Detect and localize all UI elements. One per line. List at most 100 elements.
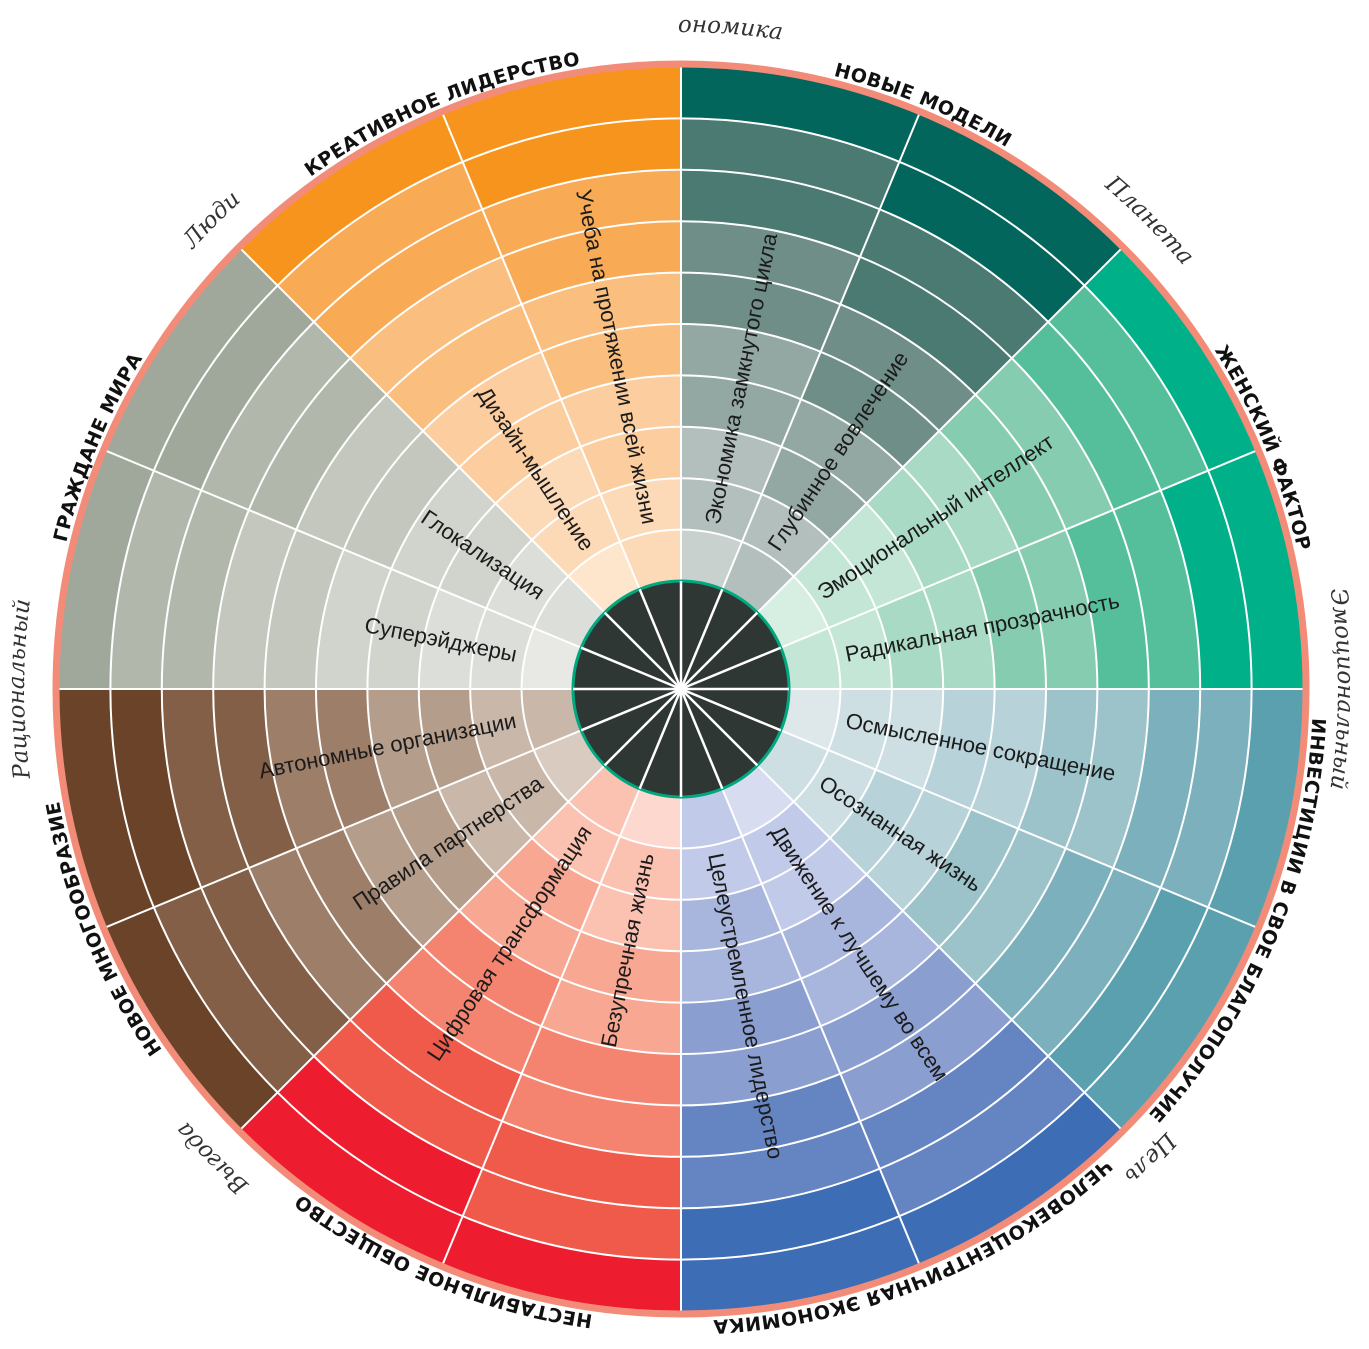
ring-segment — [248, 848, 387, 1020]
axis-label: Люди — [177, 186, 245, 254]
ring-segment — [560, 931, 681, 1003]
axis-label: Эмоциональный — [1325, 587, 1359, 792]
ring-segment — [316, 549, 392, 689]
ring-segment — [316, 689, 392, 829]
ring-segment — [681, 1168, 900, 1260]
axis-label: Цель — [1119, 1127, 1181, 1189]
ring-segment — [1048, 887, 1209, 1093]
ring-segment — [801, 351, 940, 468]
axis-label: Я/мы экономика — [0, 0, 785, 46]
ring-segment — [367, 689, 439, 810]
ring-segment — [600, 836, 681, 900]
ring-segment — [495, 446, 601, 540]
ring-segment — [521, 272, 681, 352]
ring-segment — [899, 114, 1121, 286]
ring-segment — [541, 324, 681, 400]
ring-segment — [1208, 450, 1303, 689]
ring-segment — [241, 1092, 463, 1264]
ring-segment — [975, 848, 1114, 1020]
ring-segment — [620, 788, 681, 849]
ring-segment — [533, 730, 605, 802]
ring-segment — [741, 801, 831, 884]
ring-segment — [422, 351, 561, 468]
ring-segment — [939, 828, 1066, 984]
ring-segment — [59, 689, 154, 928]
ring-segment — [110, 689, 202, 908]
ring-segment — [459, 874, 581, 979]
core-divider — [638, 588, 683, 690]
ring-segment — [386, 947, 542, 1074]
ring-segment — [681, 883, 782, 952]
ring-segment — [418, 689, 487, 790]
ring-segment — [793, 749, 876, 839]
ring-segment — [939, 394, 1066, 550]
ring-segment — [438, 503, 532, 609]
ring-segment — [681, 426, 782, 495]
ring-segment — [521, 628, 582, 689]
ring-segment — [780, 628, 841, 689]
ring-segment — [970, 549, 1046, 689]
ring-segment — [722, 541, 794, 613]
ring-segment — [761, 446, 867, 540]
ring-segment — [213, 509, 297, 689]
ring-segment — [201, 321, 351, 510]
ring-segment — [501, 1073, 681, 1157]
ring-segment — [1018, 529, 1098, 689]
outer-ring — [52, 60, 1310, 1318]
ring-segment — [681, 67, 920, 162]
ring-segment — [828, 689, 892, 770]
ring-segment — [681, 169, 880, 257]
ring-segment — [1208, 689, 1303, 928]
ring-segment — [313, 1019, 502, 1169]
ring-segment — [533, 576, 605, 648]
core-divider — [680, 687, 782, 732]
ring-segment — [442, 67, 681, 162]
ring-segment — [1113, 689, 1201, 888]
ring-segment — [470, 608, 534, 689]
ring-segment — [975, 358, 1114, 530]
ring-segment — [902, 430, 1019, 569]
ring-segment — [201, 868, 351, 1057]
ring-segment — [438, 769, 532, 875]
ring-segment — [1160, 470, 1252, 689]
ring-segment — [828, 608, 892, 689]
ring-segment — [568, 765, 640, 837]
ring-segment — [367, 568, 439, 689]
ring-segment — [681, 478, 762, 542]
core-divider — [638, 688, 683, 790]
ring-segment — [866, 467, 971, 589]
ring-segment — [923, 568, 995, 689]
ring-segment — [860, 1019, 1049, 1169]
ring-segment — [161, 490, 249, 689]
ring-segment — [757, 576, 829, 648]
ring-segment — [820, 304, 976, 431]
ring-segment — [757, 730, 829, 802]
ring-segment — [741, 494, 831, 577]
ring-segment — [580, 426, 681, 495]
ring-segment — [418, 588, 487, 689]
ring-segment — [781, 874, 903, 979]
ring-segment — [343, 430, 460, 569]
ring-segment — [875, 588, 944, 689]
ring-segment — [860, 209, 1049, 359]
ring-segment — [59, 450, 154, 689]
ring-segment — [106, 907, 278, 1129]
ring-segment — [830, 769, 924, 875]
ring-segment — [580, 883, 681, 952]
ring-segment — [840, 983, 1012, 1122]
ring-segment — [681, 836, 762, 900]
ring-segment — [879, 161, 1085, 322]
ring-segment — [923, 689, 995, 810]
ring-segment — [313, 209, 502, 359]
ring-segment — [391, 789, 496, 911]
ring-segment — [241, 114, 463, 286]
ring-segment — [1113, 490, 1201, 689]
ring-segment — [681, 788, 742, 849]
ring-segment — [501, 221, 681, 305]
ring-segment — [1160, 689, 1252, 908]
ring-segment — [681, 978, 821, 1054]
ring-segment — [541, 978, 681, 1054]
ring-segment — [462, 1168, 681, 1260]
ring-segment — [681, 221, 861, 305]
